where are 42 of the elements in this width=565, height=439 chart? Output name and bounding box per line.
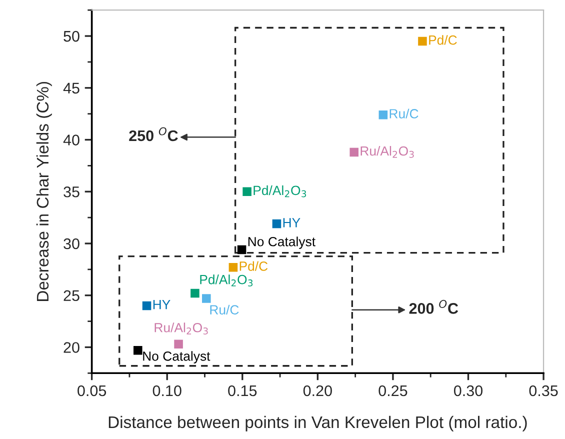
point [174,340,183,348]
annotation: 200 $^{O}$C [409,300,458,314]
text: Pd/C [429,35,457,45]
series-label: Ru/C [210,304,239,315]
series-label: Pd/Al$_{2}$O$_{3}$ [254,185,306,198]
y-tick-label: 40 [63,134,80,146]
y-tick-label: 20 [64,342,80,353]
x-tick-label: 0.05 [78,385,106,396]
x-tick-label: 0.10 [152,385,182,396]
point [202,294,211,303]
x-tick-label: 0.25 [378,385,408,396]
y-tick-label: 25 [64,290,80,302]
series-label: Pd/C [240,261,268,271]
point [418,36,427,46]
text: Ru/C [390,108,418,118]
text: Pd/Al$_{2}$O$_{3}$ [200,274,253,286]
point [133,346,142,355]
series-label: No Catalyst [143,351,210,364]
point [242,187,252,196]
series-label: HY [153,300,170,310]
x-tick-label: 0.30 [454,385,483,396]
y-tick-label: 35 [64,186,80,198]
annotation: 250 $^{O}$C [129,127,178,142]
x-tick-label: 0.20 [303,385,332,396]
text: No Catalyst [248,236,316,249]
point [228,262,238,272]
y-tick-label: 50 [64,30,80,42]
text: HY [283,218,300,228]
series-label: Ru/Al$_{2}$O$_{3}$ [360,146,414,158]
point [190,288,200,298]
x-tick-label: 0.15 [228,385,257,396]
point [272,219,282,228]
y-tick-label: 45 [63,82,80,94]
point [142,301,152,310]
point [378,110,388,120]
x-axis-title: Distance between points in Van Krevelen Plot (mol ratio.) [108,416,527,432]
point [237,245,246,254]
point [350,148,358,157]
text: Ru/Al$_{2}$O$_{3}$ [154,322,208,334]
y-tick-label: 30 [64,238,80,250]
y-axis-title: Decrease in Char Yields (C%) [36,82,52,301]
x-tick-label: 0.35 [529,385,558,396]
